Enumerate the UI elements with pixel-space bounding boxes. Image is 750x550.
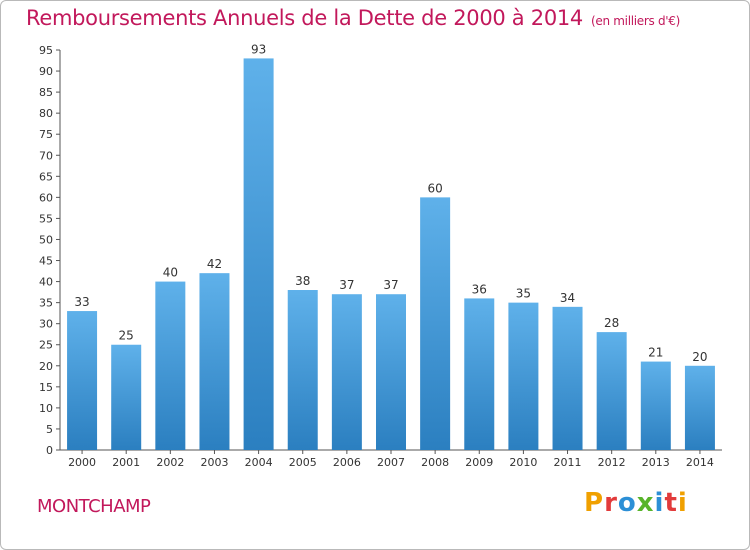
bar [111, 344, 142, 450]
y-tick-label: 30 [39, 318, 53, 331]
y-tick-label: 20 [39, 360, 53, 373]
bar-value-label: 60 [427, 181, 442, 195]
bar-value-label: 42 [207, 257, 222, 271]
x-tick-label: 2009 [465, 456, 493, 469]
bar-value-label: 34 [560, 291, 575, 305]
bar-value-label: 33 [74, 295, 89, 309]
x-tick-label: 2001 [112, 456, 140, 469]
bar-value-label: 93 [251, 42, 266, 56]
x-tick-label: 2006 [333, 456, 361, 469]
x-tick-label: 2004 [245, 456, 273, 469]
logo-letter: x [636, 488, 655, 518]
bar [287, 290, 318, 450]
x-tick-label: 2011 [554, 456, 582, 469]
bar-value-label: 25 [119, 329, 134, 343]
x-tick-label: 2010 [509, 456, 537, 469]
bar [640, 361, 671, 450]
chart-labels: 33 2000 25 2001 40 2002 42 2003 93 2004 38 2005 37 20… [68, 42, 714, 469]
y-tick-label: 60 [39, 191, 53, 204]
logo-letter: i [677, 488, 688, 518]
bar [684, 365, 715, 450]
chart-title: Remboursements Annuels de la Dette de 20… [26, 6, 680, 36]
y-tick-label: 85 [39, 86, 53, 99]
y-tick-label: 35 [39, 297, 53, 310]
bar [199, 273, 230, 450]
x-tick-label: 2000 [68, 456, 96, 469]
chart-bars [67, 58, 715, 450]
bar [552, 306, 583, 450]
chart-title-unit: (en milliers d'€) [591, 14, 681, 28]
x-tick-label: 2014 [686, 456, 714, 469]
bar-value-label: 20 [692, 350, 707, 364]
bar-value-label: 21 [648, 346, 663, 360]
y-tick-label: 95 [39, 44, 53, 57]
y-tick-label: 65 [39, 170, 53, 183]
bar [67, 311, 98, 450]
bar-value-label: 28 [604, 316, 619, 330]
bar [508, 302, 539, 450]
place-name: MONTCHAMP [37, 496, 151, 517]
y-tick-label: 40 [39, 276, 53, 289]
bar-value-label: 37 [339, 278, 354, 292]
x-tick-label: 2008 [421, 456, 449, 469]
logo-letter: P [584, 488, 605, 518]
y-tick-label: 55 [39, 212, 53, 225]
y-tick-label: 70 [39, 149, 53, 162]
bar-value-label: 38 [295, 274, 310, 288]
bar [331, 294, 362, 450]
bar-value-label: 36 [472, 282, 487, 296]
bar [243, 58, 274, 450]
logo-letter: o [617, 488, 637, 518]
x-tick-label: 2005 [289, 456, 317, 469]
x-tick-label: 2012 [598, 456, 626, 469]
x-tick-label: 2003 [200, 456, 228, 469]
y-tick-label: 45 [39, 255, 53, 268]
y-tick-label: 25 [39, 339, 53, 352]
y-tick-label: 50 [39, 233, 53, 246]
bar [420, 197, 451, 450]
y-tick-label: 0 [46, 444, 53, 457]
bar [376, 294, 406, 450]
logo-letter: r [604, 488, 618, 518]
y-tick-label: 5 [46, 423, 53, 436]
bar [464, 298, 495, 450]
bar-value-label: 37 [383, 278, 398, 292]
bar-value-label: 35 [516, 287, 531, 301]
x-tick-label: 2002 [156, 456, 184, 469]
x-tick-label: 2007 [377, 456, 405, 469]
y-tick-label: 75 [39, 128, 53, 141]
bar [155, 281, 186, 450]
logo-letter: i [654, 488, 665, 518]
logo-letter: t [664, 488, 678, 518]
y-tick-label: 80 [39, 107, 53, 120]
proxiti-logo: Proxiti [584, 488, 688, 522]
chart-title-text: Remboursements Annuels de la Dette de 20… [26, 6, 583, 30]
bar [596, 332, 627, 450]
y-tick-label: 90 [39, 65, 53, 78]
x-tick-label: 2013 [642, 456, 670, 469]
y-tick-label: 10 [39, 402, 53, 415]
bar-value-label: 40 [163, 266, 178, 280]
y-tick-label: 15 [39, 381, 53, 394]
